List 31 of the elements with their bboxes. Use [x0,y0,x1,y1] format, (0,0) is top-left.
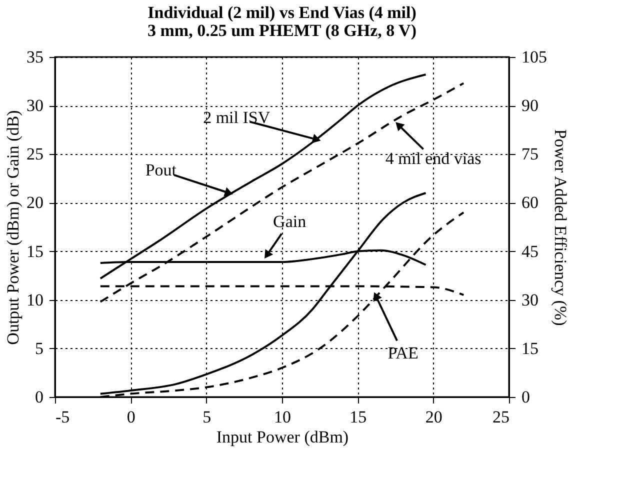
annotation: 2 mil ISV [203,108,271,128]
x-tick-label: 15 [350,408,367,426]
y2-tick-label: 30 [522,290,538,310]
y-tick-label: 10 [26,290,44,310]
x-tick-label: 0 [126,408,136,426]
y-tick-label: 25 [26,144,44,164]
annotation: Gain [273,212,307,232]
x-tick-label: -5 [56,408,70,426]
y-tick-label: 5 [35,338,44,358]
y2-tick-label: 15 [522,338,538,358]
y-tick-label: 0 [35,388,44,406]
y2-axis-title: Power Added Efficiency (%) [551,129,570,326]
x-tick-label: 20 [425,408,442,426]
x-tick-label: 25 [492,408,510,426]
y2-tick-label: 75 [522,144,538,164]
y2-tick-label: 105 [522,48,547,66]
y2-tick-label: 60 [522,193,538,212]
x-axis-title: Input Power (dBm) [216,428,349,446]
chart-title: Individual (2 mil) vs End Vias (4 mil) [148,3,416,22]
chart-subtitle: 3 mm, 0.25 um PHEMT (8 GHz, 8 V) [148,21,416,40]
x-tick-label: 5 [202,408,212,426]
y-tick-label: 20 [26,193,44,212]
y-tick-label: 15 [26,242,44,261]
y2-tick-label: 90 [522,96,538,116]
y2-tick-label: 45 [522,242,538,261]
y-tick-label: 35 [26,48,44,66]
y-axis-title: Output Power (dBm) or Gain (dB) [4,110,22,345]
x-tick-label: 10 [274,408,291,426]
annotation: Pout [145,160,177,180]
y-tick-label: 30 [26,96,44,116]
y2-tick-label: 0 [522,388,530,406]
